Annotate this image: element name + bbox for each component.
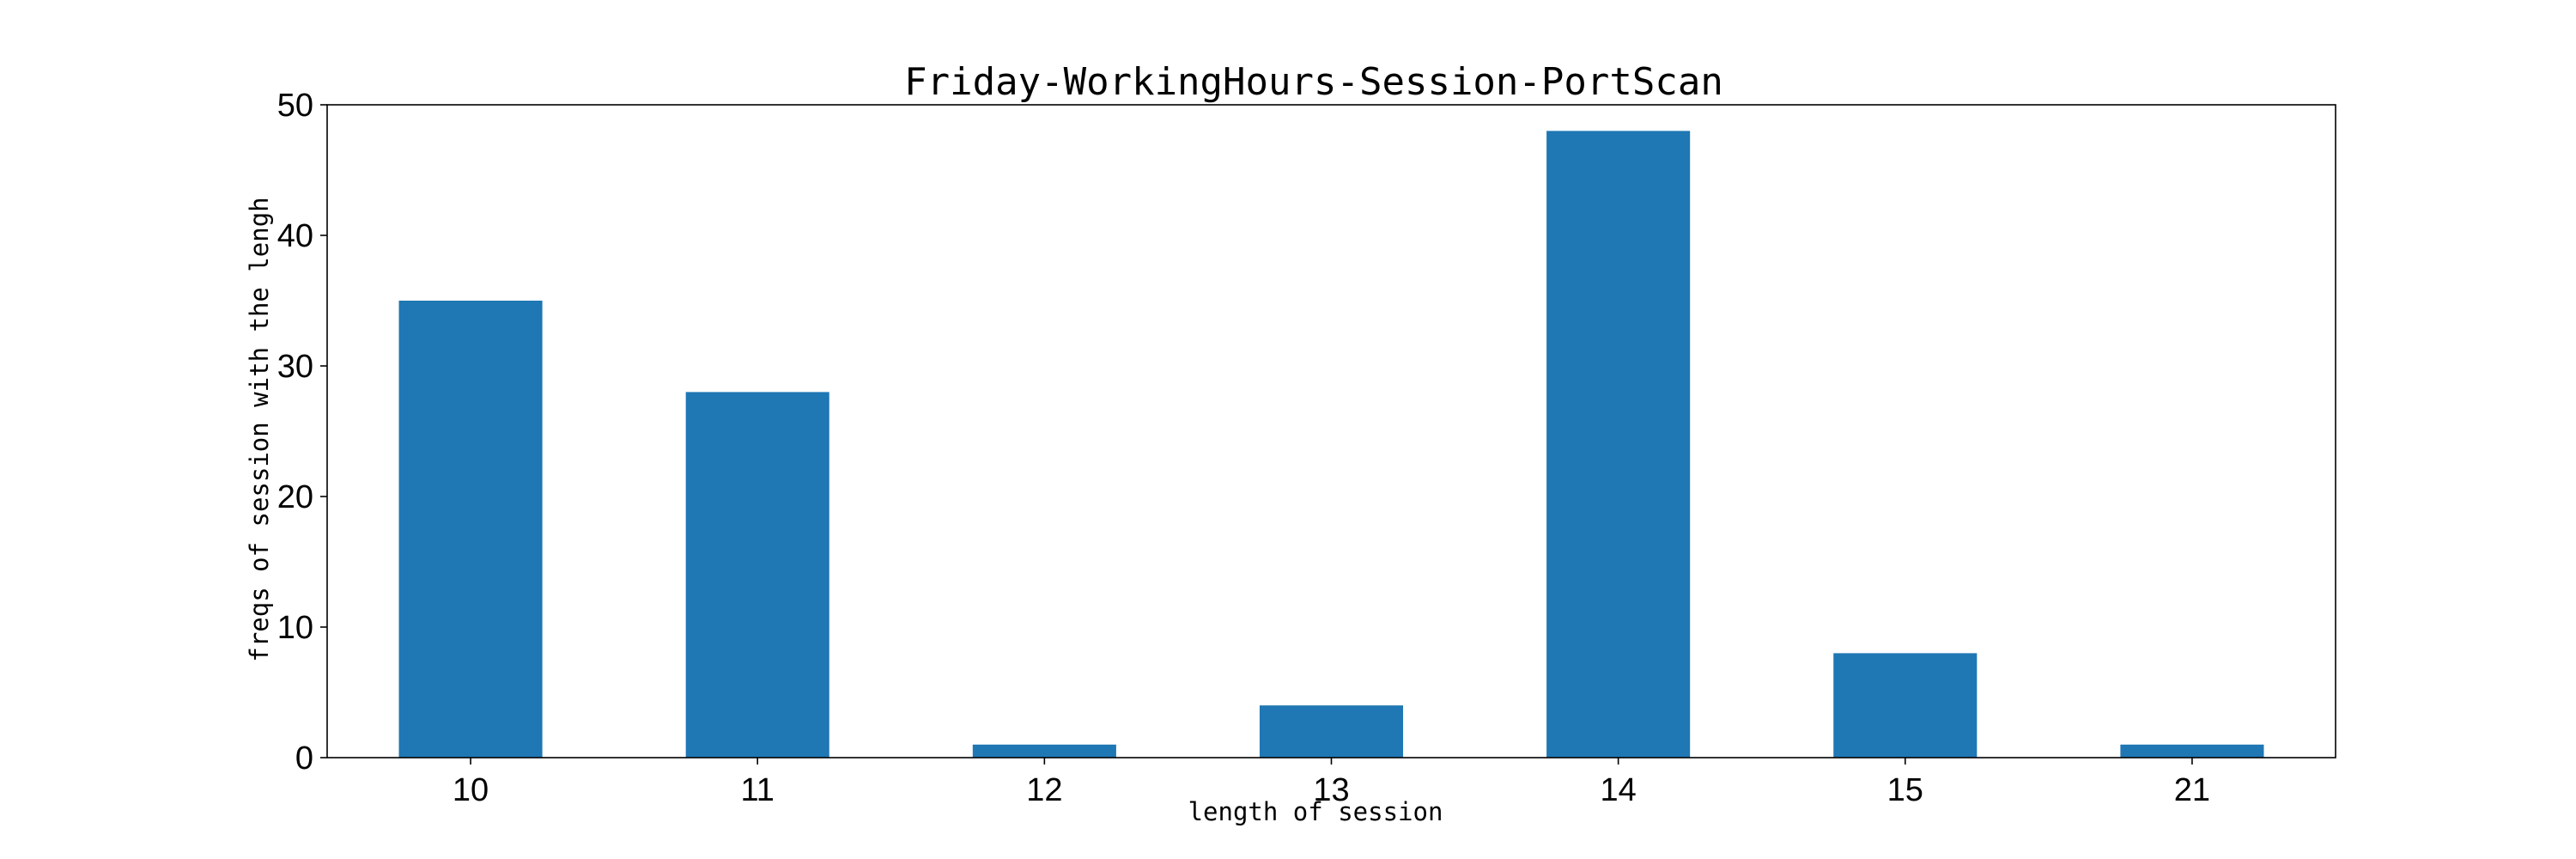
x-tick-label: 10 [453, 772, 489, 808]
y-tick-label: 30 [277, 349, 313, 385]
x-tick-label: 15 [1887, 772, 1923, 808]
plot-frame [326, 104, 2336, 758]
y-tick-label: 20 [277, 479, 313, 515]
y-tick-label: 0 [295, 740, 313, 777]
chart-title: Friday-WorkingHours-Session-PortScan [904, 60, 1723, 104]
bars-group [398, 131, 2264, 758]
x-tick-label: 21 [2174, 772, 2210, 808]
bar-14 [1546, 131, 1691, 758]
bar-11 [685, 392, 829, 758]
y-axis-label: freqs of session with the lengh [245, 197, 274, 661]
bar-10 [398, 301, 543, 758]
bar-13 [1259, 705, 1404, 758]
y-tick-label: 10 [277, 610, 313, 646]
x-tick-label: 12 [1026, 772, 1062, 808]
x-tick-label: 13 [1313, 772, 1349, 808]
bar-15 [1833, 653, 1978, 758]
y-axis: 0 10 20 30 40 50 [277, 88, 327, 777]
y-tick-label: 50 [277, 88, 313, 124]
x-axis-label: length of session [1188, 797, 1443, 826]
bar-12 [972, 744, 1116, 758]
y-tick-label: 40 [277, 218, 313, 254]
x-axis: 10 11 12 13 14 15 21 [453, 758, 2210, 808]
x-tick-label: 11 [740, 772, 774, 808]
x-tick-label: 14 [1601, 772, 1637, 808]
bar-21 [2120, 744, 2264, 758]
